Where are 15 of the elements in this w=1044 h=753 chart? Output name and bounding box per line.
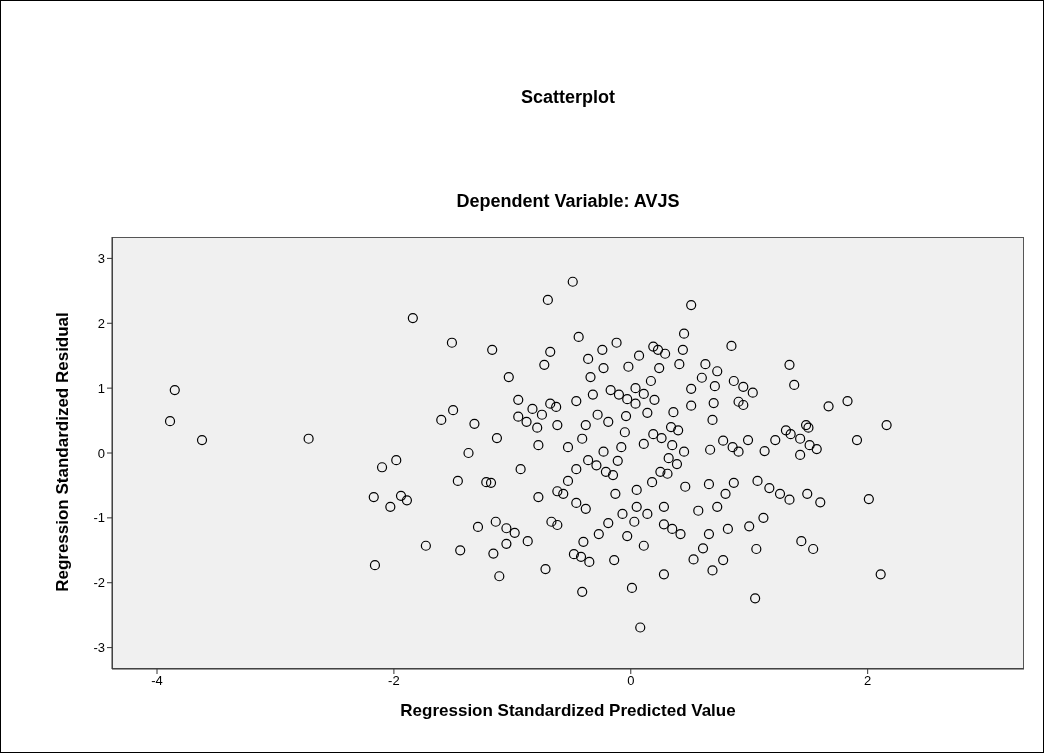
y-tick-label: 2 bbox=[97, 315, 105, 331]
y-tick-label: -2 bbox=[93, 575, 105, 591]
chart-title: Scatterplot bbox=[520, 87, 616, 108]
y-axis-title: Regression Standardized Residual bbox=[53, 311, 73, 594]
chart-subtitle: Dependent Variable: AVJS bbox=[455, 191, 681, 212]
y-tick-label: 3 bbox=[97, 251, 105, 267]
x-tick-label: -4 bbox=[151, 673, 163, 689]
y-tick-label: -1 bbox=[93, 510, 105, 526]
x-axis-title: Regression Standardized Predicted Value bbox=[399, 701, 737, 721]
y-tick-label: -3 bbox=[93, 640, 105, 656]
y-tick-label: 0 bbox=[97, 445, 105, 461]
y-tick-label: 1 bbox=[97, 380, 105, 396]
x-tick-label: 2 bbox=[864, 673, 872, 689]
x-tick-label: -2 bbox=[388, 673, 400, 689]
x-tick-label: 0 bbox=[627, 673, 635, 689]
